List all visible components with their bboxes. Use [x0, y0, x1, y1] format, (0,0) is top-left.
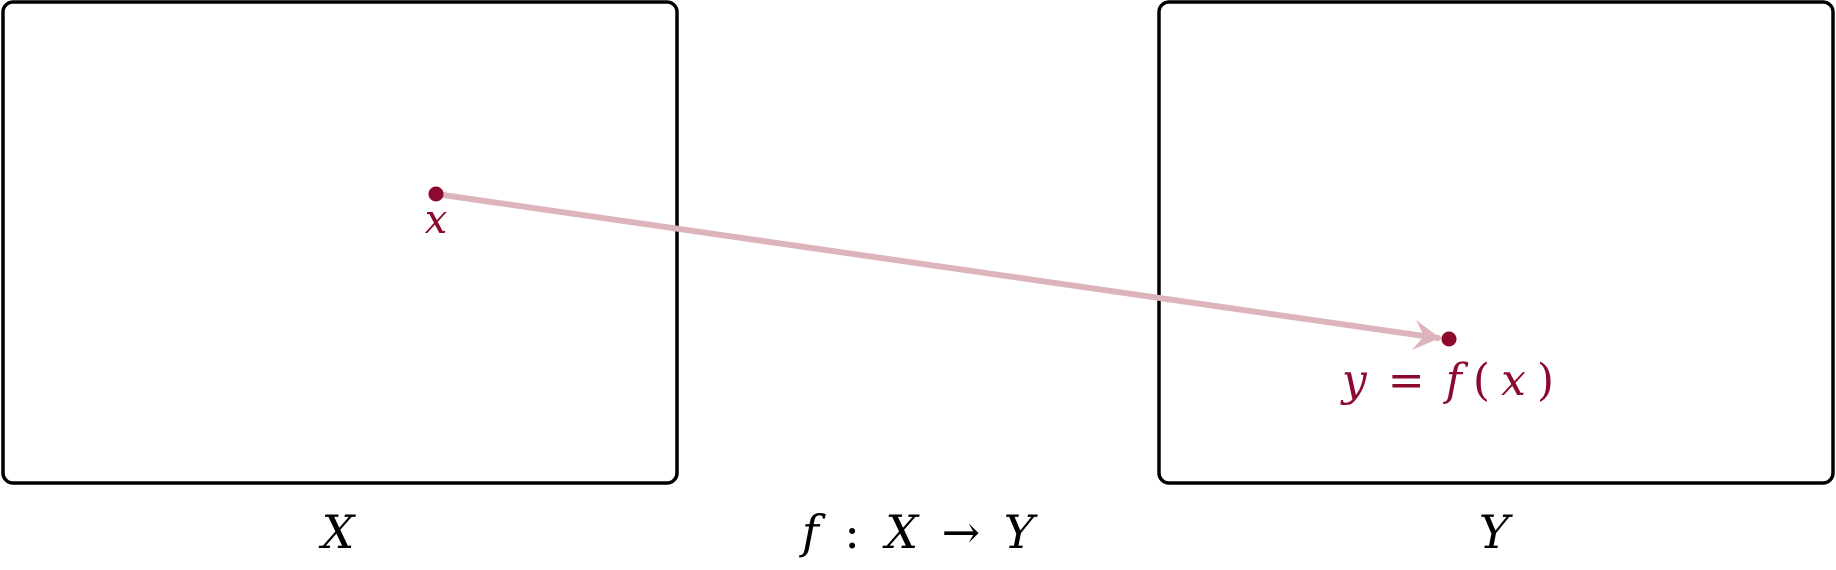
domain-point — [428, 186, 444, 202]
domain-set-label: X — [319, 505, 357, 559]
codomain-set-box — [1157, 0, 1835, 485]
domain-point-label: x — [425, 197, 448, 243]
mapping-from: X — [882, 505, 920, 559]
codomain-label-fn: f — [1443, 355, 1469, 406]
mapping-colon: : — [844, 505, 860, 559]
codomain-label-equals: = — [1388, 355, 1425, 406]
codomain-label-arg: x — [1501, 355, 1526, 406]
domain-set-box — [1, 0, 679, 485]
mapping-arrow — [433, 191, 1441, 341]
mapping-to: Y — [1004, 505, 1039, 559]
codomain-point — [1441, 331, 1457, 347]
mapping-fn: f — [799, 505, 826, 559]
codomain-label-open-paren: ( — [1473, 355, 1490, 406]
codomain-point-label: y = f ( x ) — [1340, 355, 1554, 406]
codomain-label-y: y — [1340, 355, 1368, 406]
codomain-set-label: Y — [1479, 505, 1514, 559]
codomain-label-close-paren: ) — [1537, 355, 1554, 406]
mapping-caption: f : X → Y — [799, 505, 1039, 559]
mapping-arrowhead — [1412, 320, 1440, 350]
mapping-arrow-symbol: → — [942, 505, 981, 559]
